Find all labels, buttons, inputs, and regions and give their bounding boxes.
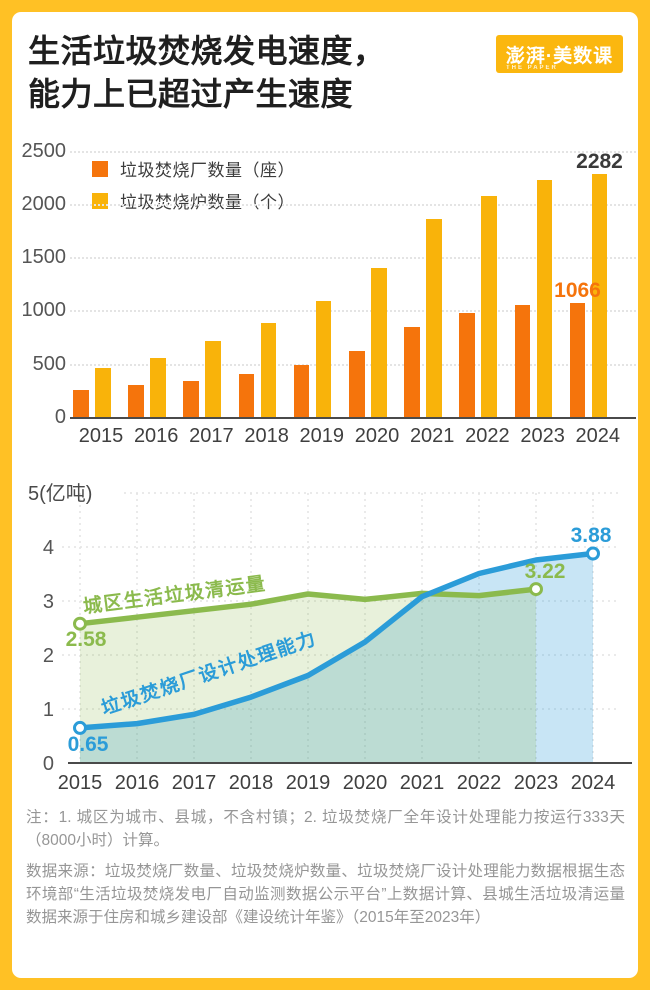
collection-endpoint-2015 [73,616,87,631]
capacity-last-value: 3.88 [571,524,612,547]
bar-xtick-2021: 2021 [409,425,455,447]
source-text: 数据来源：垃圾焚烧厂数量、垃圾焚烧炉数量、垃圾焚烧厂设计处理能力数据根据生态环境… [26,863,625,926]
plants-legend-label: 垃圾焚烧厂数量（座） [120,161,295,180]
collection-first-value: 2.58 [66,628,107,651]
footnote-text: 注：1. 城区为城市、县城，不含村镇；2. 垃圾焚烧厂全年设计处理能力按运行33… [26,809,625,849]
furnaces-legend-label: 垃圾焚烧炉数量（个） [120,193,295,212]
bar-ytick-1500: 1500 [21,246,67,269]
capacity-first-value: 0.65 [68,733,109,756]
bar-xtick-2018: 2018 [244,425,289,447]
infographic-card: 生活垃圾焚烧发电速度， 能力上已超过产生速度 澎湃·美数课 THE PAPER … [12,12,638,978]
line-xtick-2024: 2024 [571,772,616,794]
line-chart: 0 1 2 3 4 5(亿吨) 2015 2016 2017 2018 2019 2020 2021 20… [12,472,638,802]
bar-xtick-2016: 2016 [133,425,179,447]
bar-gridline-1000 [70,310,636,313]
footnotes: 注：1. 城区为城市、县城，不含村镇；2. 垃圾焚烧厂全年设计处理能力按运行33… [26,806,625,929]
furnaces-legend-swatch [92,192,108,209]
line-xtick-2022: 2022 [457,772,502,794]
line-xtick-2015: 2015 [58,772,103,794]
bar-gridline-2500 [70,150,636,153]
legend-item-furnaces: 垃圾焚烧炉数量（个） [92,188,295,213]
bar-furnaces-2020 [371,268,387,417]
bar-ytick-2500: 2500 [21,139,67,162]
line-ytick-3: 3 [43,591,54,613]
bar-furnaces-2017 [205,341,221,417]
bar-gridline-1500 [70,257,636,260]
line-xtick-2021: 2021 [400,772,445,794]
bar-ytick-0: 0 [54,406,66,428]
bar-xtick-2017: 2017 [189,425,234,447]
bar-x-axis [70,417,636,419]
bar-furnaces-2018 [260,323,277,417]
title-line-2: 能力上已超过产生速度 [28,76,354,112]
bar-plants-2015 [73,389,89,417]
bar-plants-2024 [569,303,586,417]
line-xtick-2020: 2020 [343,772,388,794]
title-line-1: 生活垃圾焚烧发电速度， [28,33,386,69]
bar-xtick-2023: 2023 [520,425,565,447]
bar-plants-2022 [459,313,475,417]
capacity-line [77,550,596,731]
logo-text: 澎湃·美数课 [505,45,614,67]
line-xtick-2019: 2019 [286,772,331,794]
bar-xtick-2024: 2024 [575,425,621,447]
page-title: 生活垃圾焚烧发电速度， 能力上已超过产生速度 [28,30,386,116]
bar-furnaces-2016 [150,358,166,417]
bar-plants-2023 [514,305,531,417]
bar-plants-2020 [349,350,365,417]
bar-xtick-2015: 2015 [78,425,124,447]
collection-endpoint-2023 [529,582,543,597]
bar-plants-2021 [404,326,420,417]
y-axis-unit-label: 5(亿吨) [28,482,92,505]
bar-furnaces-2019 [315,300,332,417]
bar-xtick-2022: 2022 [465,425,510,447]
line-xtick-2017: 2017 [172,772,217,794]
bar-ytick-2000: 2000 [21,192,67,215]
bar-ytick-1000: 1000 [21,299,67,322]
bar-value-label-2282: 2282 [576,149,623,173]
line-ytick-2: 2 [43,645,54,667]
line-xtick-2018: 2018 [229,772,274,794]
bar-chart-legend: 垃圾焚烧厂数量（座） 垃圾焚烧炉数量（个） [92,156,295,220]
bar-plants-2016 [128,385,144,417]
line-ytick-1: 1 [43,699,54,721]
bar-furnaces-2021 [426,219,442,417]
plants-legend-swatch [92,160,108,177]
logo-subtext: THE PAPER [506,65,558,71]
bar-xtick-2020: 2020 [354,425,400,447]
collection-line [77,586,539,627]
bar-plants-2019 [293,364,310,417]
bar-gridline-2000 [70,203,636,206]
bar-plants-2017 [183,381,199,417]
bar-ytick-500: 500 [32,352,66,375]
line-xtick-2023: 2023 [514,772,559,794]
line-ytick-0: 0 [43,753,54,775]
bar-chart: 垃圾焚烧厂数量（座） 垃圾焚烧炉数量（个） 0 500 1000 1500 2000 25… [12,140,638,462]
thepaper-logo: 澎湃·美数课 THE PAPER [496,35,623,73]
capacity-endpoint-2024 [586,546,600,561]
bar-furnaces-2023 [536,179,553,417]
legend-item-plants: 垃圾焚烧厂数量（座） [92,156,295,181]
bar-furnaces-2024 [591,173,608,417]
line-ytick-4: 4 [43,537,54,559]
capacity-endpoint-2015 [73,720,87,735]
line-xtick-2016: 2016 [115,772,160,794]
bar-furnaces-2022 [481,196,497,417]
collection-last-value: 3.22 [525,560,566,583]
bar-xtick-2019: 2019 [299,425,345,447]
line-chart-svg: 0 1 2 3 4 5(亿吨) 2015 2016 2017 2018 2019 2020 2021 20… [28,482,632,794]
bar-value-label-1066: 1066 [554,279,601,303]
bar-furnaces-2015 [95,368,111,417]
bar-plants-2018 [238,373,255,417]
